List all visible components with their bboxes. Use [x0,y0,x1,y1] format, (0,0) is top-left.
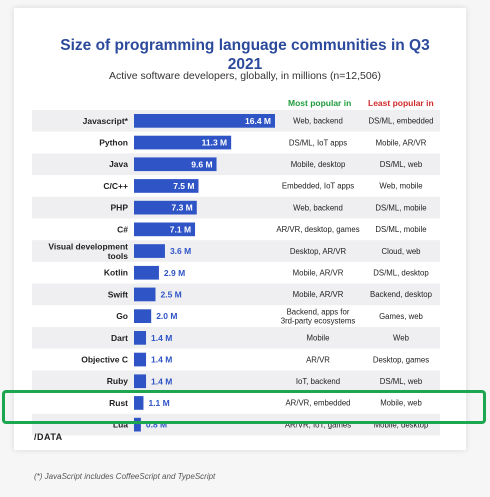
bar-c-c [134,179,199,193]
bar-python [134,135,232,150]
value-label-c-c: 7.5 M [173,181,194,191]
value-label-c: 7.1 M [170,224,191,234]
bar-kotlin [134,265,159,280]
chart-title-year: 2021 [227,56,263,73]
most-popular-php: Web, backend [293,203,343,212]
category-label-swift: Swift [108,289,128,299]
category-label-go: Go [116,311,128,321]
category-label-python: Python [99,138,128,148]
most-popular-java: Mobile, desktop [291,160,346,169]
value-label-python: 11.3 M [202,138,228,148]
least-popular-objective-c: Desktop, games [373,355,429,364]
category-label-lua: Lua [113,420,128,430]
category-label-rust: Rust [109,398,128,408]
chart-subtitle: Active software developers, globally, in… [108,70,382,82]
category-label-dart: Dart [111,333,128,343]
value-label-java: 9.6 M [191,159,212,169]
most-popular-visual-development-tools: Desktop, AR/VR [290,247,347,256]
value-label-go: 2.0 M [156,311,177,321]
category-label-php: PHP [111,203,129,213]
most-popular-go: Backend, apps for 3rd-party ecosystems [281,307,356,325]
category-label-ruby: Ruby [107,376,129,386]
row-bg-dart [32,327,440,349]
least-popular-javascript: DS/ML, embedded [368,117,433,126]
least-popular-ruby: DS/ML, web [380,377,423,386]
bar-rust [134,396,144,410]
bar-javascript [134,114,275,128]
value-label-rust: 1.1 M [148,398,169,408]
least-popular-php: DS/ML, mobile [375,203,426,212]
category-label-javascript: Javascript* [83,116,129,126]
footnote: (*) JavaScript includes CoffeeScript and… [34,472,216,481]
category-label-java: Java [109,159,128,169]
category-label-kotlin: Kotlin [104,268,128,278]
most-popular-kotlin: Mobile, AR/VR [293,268,344,277]
jetbrains-data-logo: /DATA [34,432,63,442]
bar-visual-development-tools [134,244,165,258]
bar-dart [134,331,147,345]
category-label-visual-development-tools: Visual development tools [48,241,128,261]
bar-lua [134,417,141,432]
least-popular-lua: Mobile, desktop [374,420,429,429]
most-popular-rust: AR/VR, embedded [285,399,350,408]
least-popular-java: DS/ML, web [380,160,423,169]
bar-c [134,222,196,237]
value-label-kotlin: 2.9 M [164,268,185,278]
most-popular-swift: Mobile, AR/VR [293,290,344,299]
bar-go [134,309,152,323]
least-popular-go: Games, web [379,312,423,321]
most-popular-python: DS/ML, IoT apps [289,138,347,147]
least-popular-python: Mobile, AR/VR [376,138,427,147]
least-popular-visual-development-tools: Cloud, web [381,247,421,256]
value-label-swift: 2.5 M [160,289,181,299]
least-popular-kotlin: DS/ML, desktop [373,268,429,277]
value-label-javascript: 16.4 M [245,116,271,126]
least-popular-c: DS/ML, mobile [375,225,426,234]
most-popular-ruby: IoT, backend [296,377,340,386]
least-popular-header: Least popular in [368,98,434,108]
category-label-c: C# [117,224,128,234]
most-popular-c: AR/VR, desktop, games [276,225,359,234]
most-popular-dart: Mobile [307,334,330,343]
bar-php [134,200,197,215]
most-popular-lua: AR/VR, IoT, games [285,420,351,429]
value-label-lua: 0.8 M [146,420,167,430]
bar-ruby [134,374,147,389]
value-label-dart: 1.4 M [151,333,172,343]
bar-java [134,157,217,172]
most-popular-header: Most popular in [288,98,352,108]
least-popular-dart: Web [393,334,410,343]
value-label-objective-c: 1.4 M [151,355,172,365]
chart-title: Size of programming language communities… [60,37,430,54]
bar-swift [134,287,156,302]
least-popular-c-c: Web, mobile [379,182,422,191]
value-label-visual-development-tools: 3.6 M [170,246,191,256]
bar-objective-c [134,352,147,367]
most-popular-c-c: Embedded, IoT apps [282,182,354,191]
most-popular-javascript: Web, backend [293,117,343,126]
category-label-c-c: C/C++ [103,181,128,191]
most-popular-objective-c: AR/VR [306,355,330,364]
category-label-objective-c: Objective C [81,355,128,365]
rust-row-highlight [2,390,486,424]
value-label-php: 7.3 M [171,203,192,213]
value-label-ruby: 1.4 M [151,376,172,386]
least-popular-swift: Backend, desktop [370,290,433,299]
least-popular-rust: Mobile, web [380,399,422,408]
